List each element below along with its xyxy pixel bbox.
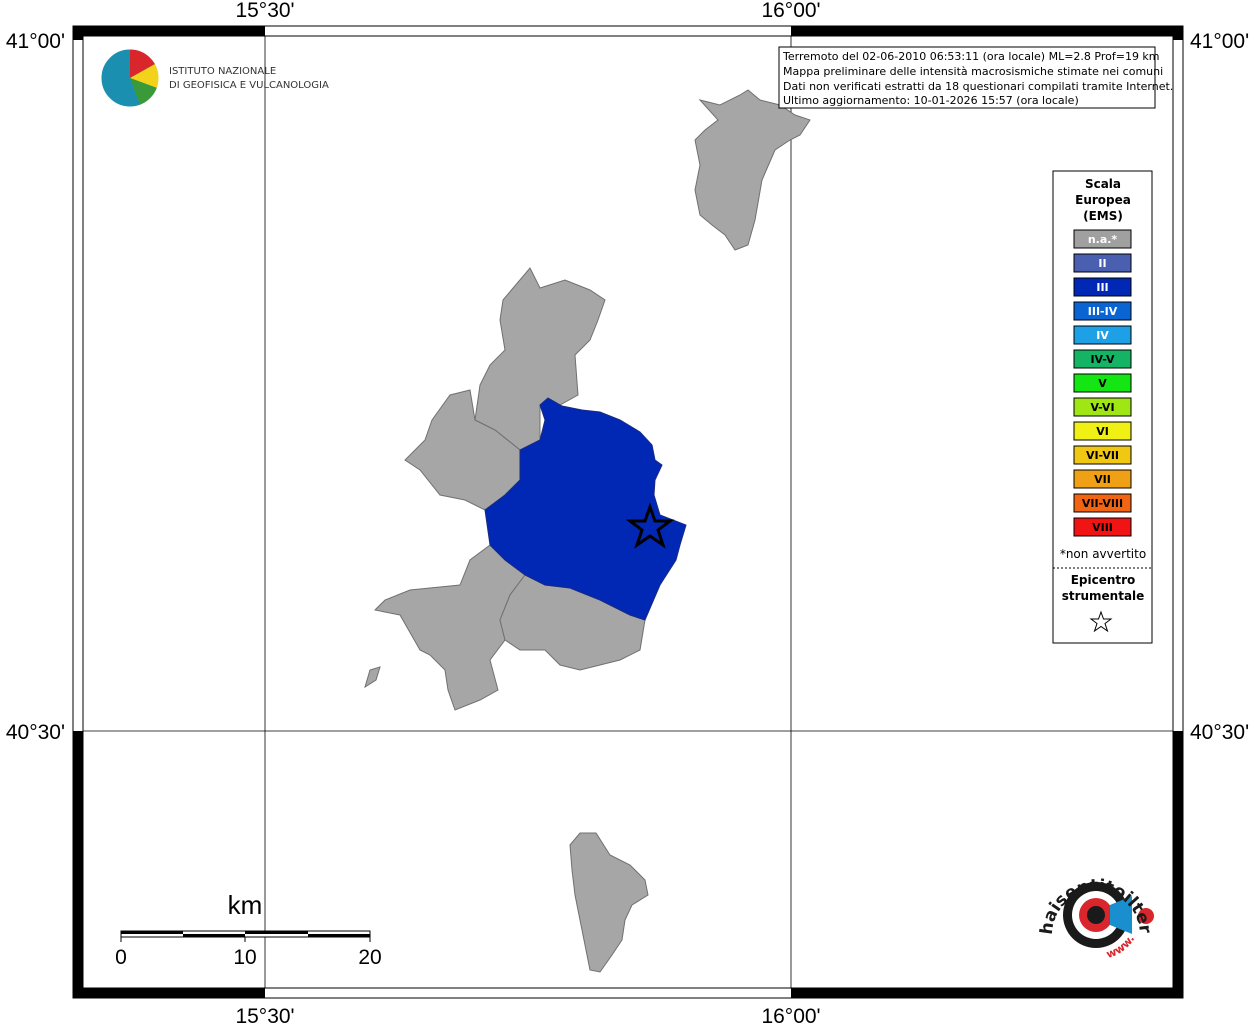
scale-label: 10 (233, 946, 256, 969)
axis-label: 16°00' (761, 0, 820, 22)
legend-epicenter: strumentale (1062, 589, 1145, 603)
legend-swatch (1073, 253, 1132, 273)
frame-bar (1173, 731, 1183, 998)
frame-bar (73, 988, 265, 998)
axis-label: 41°00' (1190, 30, 1249, 53)
municipality (569, 832, 649, 973)
legend-title: Scala (1085, 177, 1121, 191)
inner-frame (82, 35, 1174, 989)
info-line: Terremoto del 02-06-2010 06:53:11 (ora l… (782, 50, 1160, 63)
scale-label: 0 (115, 946, 127, 969)
legend-swatch (1073, 229, 1132, 249)
legend-label: IV-V (1090, 353, 1115, 366)
frame-bar (791, 26, 1183, 36)
frame-bar (1173, 26, 1183, 40)
legend-label: III-IV (1088, 305, 1118, 318)
legend-note: *non avvertito (1060, 547, 1146, 561)
legend-swatch (1073, 325, 1132, 345)
scale-segment (308, 934, 370, 937)
municipality-intensity (484, 397, 687, 621)
scale-unit: km (228, 890, 263, 920)
logo-ring (100, 48, 160, 108)
logo-speaker (1110, 896, 1132, 934)
legend-swatch (1073, 445, 1132, 465)
frame-bar (73, 731, 83, 998)
frame-bar (791, 988, 1183, 998)
legend-label: IV (1096, 329, 1109, 342)
scale-label: 20 (358, 946, 381, 969)
scale-bar: km 0 10 20 (115, 890, 382, 969)
legend-label: II (1098, 257, 1106, 270)
legend-label: VII-VIII (1082, 497, 1123, 510)
scale-segment (183, 934, 245, 937)
logo-segment (130, 64, 159, 88)
legend-label: III (1096, 281, 1108, 294)
legend-label: V-VI (1090, 401, 1114, 414)
legend: Scala Europea (EMS) *non avvertito Epice… (1052, 170, 1153, 644)
info-box (778, 46, 1156, 109)
legend-title: (EMS) (1083, 209, 1123, 223)
frame-bar (73, 26, 265, 36)
legend-swatch (1073, 349, 1132, 369)
axis-label: 41°00' (6, 30, 65, 53)
legend-swatch (1073, 493, 1132, 513)
legend-title: Europea (1075, 193, 1131, 207)
legend-swatch (1073, 421, 1132, 441)
axis-label: 40°30' (1190, 721, 1249, 744)
legend-swatch (1073, 373, 1132, 393)
legend-label: VII (1094, 473, 1111, 486)
legend-label: VI-VII (1086, 449, 1119, 462)
municipality (694, 89, 811, 251)
legend-label: VIII (1092, 521, 1113, 534)
legend-epicenter: Epicentro (1071, 573, 1136, 587)
logo-text: DI GEOFISICA E VULCANOLOGIA (169, 80, 329, 91)
legend-swatch (1073, 397, 1132, 417)
axis-label: 15°30' (235, 1005, 294, 1024)
info-line: Ultimo aggiornamento: 10-01-2026 15:57 (… (783, 94, 1079, 107)
frame-bar (73, 26, 83, 40)
legend-swatch (1073, 517, 1132, 537)
legend-label: n.a.* (1088, 233, 1118, 246)
info-line: Mappa preliminare delle intensità macros… (783, 65, 1163, 78)
axis-label: 40°30' (6, 721, 65, 744)
axis-label: 15°30' (235, 0, 294, 22)
axis-label: 16°00' (761, 1005, 820, 1024)
legend-label: VI (1096, 425, 1109, 438)
legend-swatch (1073, 277, 1132, 297)
municipality (364, 666, 381, 689)
legend-swatch (1073, 301, 1132, 321)
legend-label: V (1098, 377, 1107, 390)
info-line: Dati non verificati estratti da 18 quest… (783, 80, 1173, 93)
ingv-logo: ISTITUTO NAZIONALE DI GEOFISICA E VULCAN… (100, 48, 329, 108)
logo-dot (1138, 908, 1154, 924)
epicenter-star (625, 502, 675, 549)
legend-swatch (1073, 469, 1132, 489)
logo-text: ISTITUTO NAZIONALE (169, 66, 276, 77)
legend-star (1089, 610, 1113, 633)
scale-segment (121, 931, 183, 934)
logo-ring (1087, 906, 1105, 924)
scale-segment (245, 931, 308, 934)
